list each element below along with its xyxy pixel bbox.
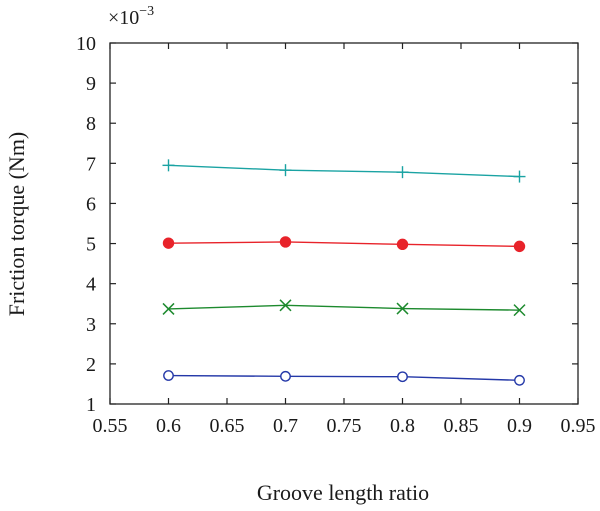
y-tick-label: 7 <box>86 153 96 175</box>
data-point-x <box>279 299 292 312</box>
series-plus <box>162 159 526 183</box>
y-tick-label: 5 <box>86 234 96 256</box>
x-tick-label: 0.75 <box>327 415 362 437</box>
series-line <box>168 374 520 382</box>
y-tick-label: 4 <box>86 274 96 296</box>
x-tick-label: 0.65 <box>210 415 245 437</box>
series-open-circle <box>163 370 525 386</box>
series-line <box>168 241 520 248</box>
data-point-x <box>162 302 175 315</box>
data-point-filled-circle <box>279 236 292 248</box>
y-axis-title: Friction torque (Nm) <box>4 132 29 317</box>
data-point-plus <box>279 164 292 177</box>
x-tick-label: 0.85 <box>444 415 479 437</box>
x-tick-label: 0.8 <box>390 415 415 437</box>
data-point-plus <box>162 159 175 172</box>
axes-layer: 0.55 0.6 0.65 0.7 0.75 0.8 0.85 0.9 0.95 1 2 3 4 5 6 7 8… <box>76 33 596 437</box>
y-axis-multiplier-base: ×10 <box>108 7 139 29</box>
x-axis-title: Groove length ratio <box>257 480 429 505</box>
data-point-open-circle <box>397 371 408 383</box>
x-tick-label: 0.9 <box>507 415 532 437</box>
y-tick-label: 1 <box>86 394 96 416</box>
series-line <box>168 164 520 178</box>
x-tick-label: 0.7 <box>273 415 298 437</box>
labels-layer: ×10−3 Groove length ratio Friction torqu… <box>4 4 429 505</box>
y-tick-label: 10 <box>76 33 96 55</box>
x-tick-label: 0.6 <box>156 415 181 437</box>
series-filled-circle <box>162 236 526 253</box>
x-tick-label: 0.55 <box>93 415 128 437</box>
data-point-plus <box>513 170 526 183</box>
x-tick-label: 0.95 <box>561 415 596 437</box>
data-point-x <box>513 304 526 317</box>
data-point-filled-circle <box>513 240 526 253</box>
y-tick-label: 8 <box>86 113 96 135</box>
data-point-open-circle <box>514 374 525 386</box>
plot-frame <box>109 42 579 405</box>
data-point-plus <box>396 166 409 179</box>
y-axis-multiplier: ×10−3 <box>108 4 154 29</box>
y-axis-multiplier-exponent: −3 <box>139 4 154 19</box>
y-tick-label: 2 <box>86 354 96 376</box>
series-line <box>168 304 520 311</box>
data-point-filled-circle <box>162 237 175 249</box>
series-x <box>162 299 526 317</box>
y-tick-label: 3 <box>86 314 96 336</box>
data-point-open-circle <box>163 370 174 381</box>
y-tick-label: 9 <box>86 73 96 95</box>
data-point-x <box>396 302 409 315</box>
data-point-open-circle <box>280 370 291 382</box>
series-layer <box>162 159 526 386</box>
data-point-filled-circle <box>396 238 409 251</box>
y-tick-label: 6 <box>86 193 96 215</box>
